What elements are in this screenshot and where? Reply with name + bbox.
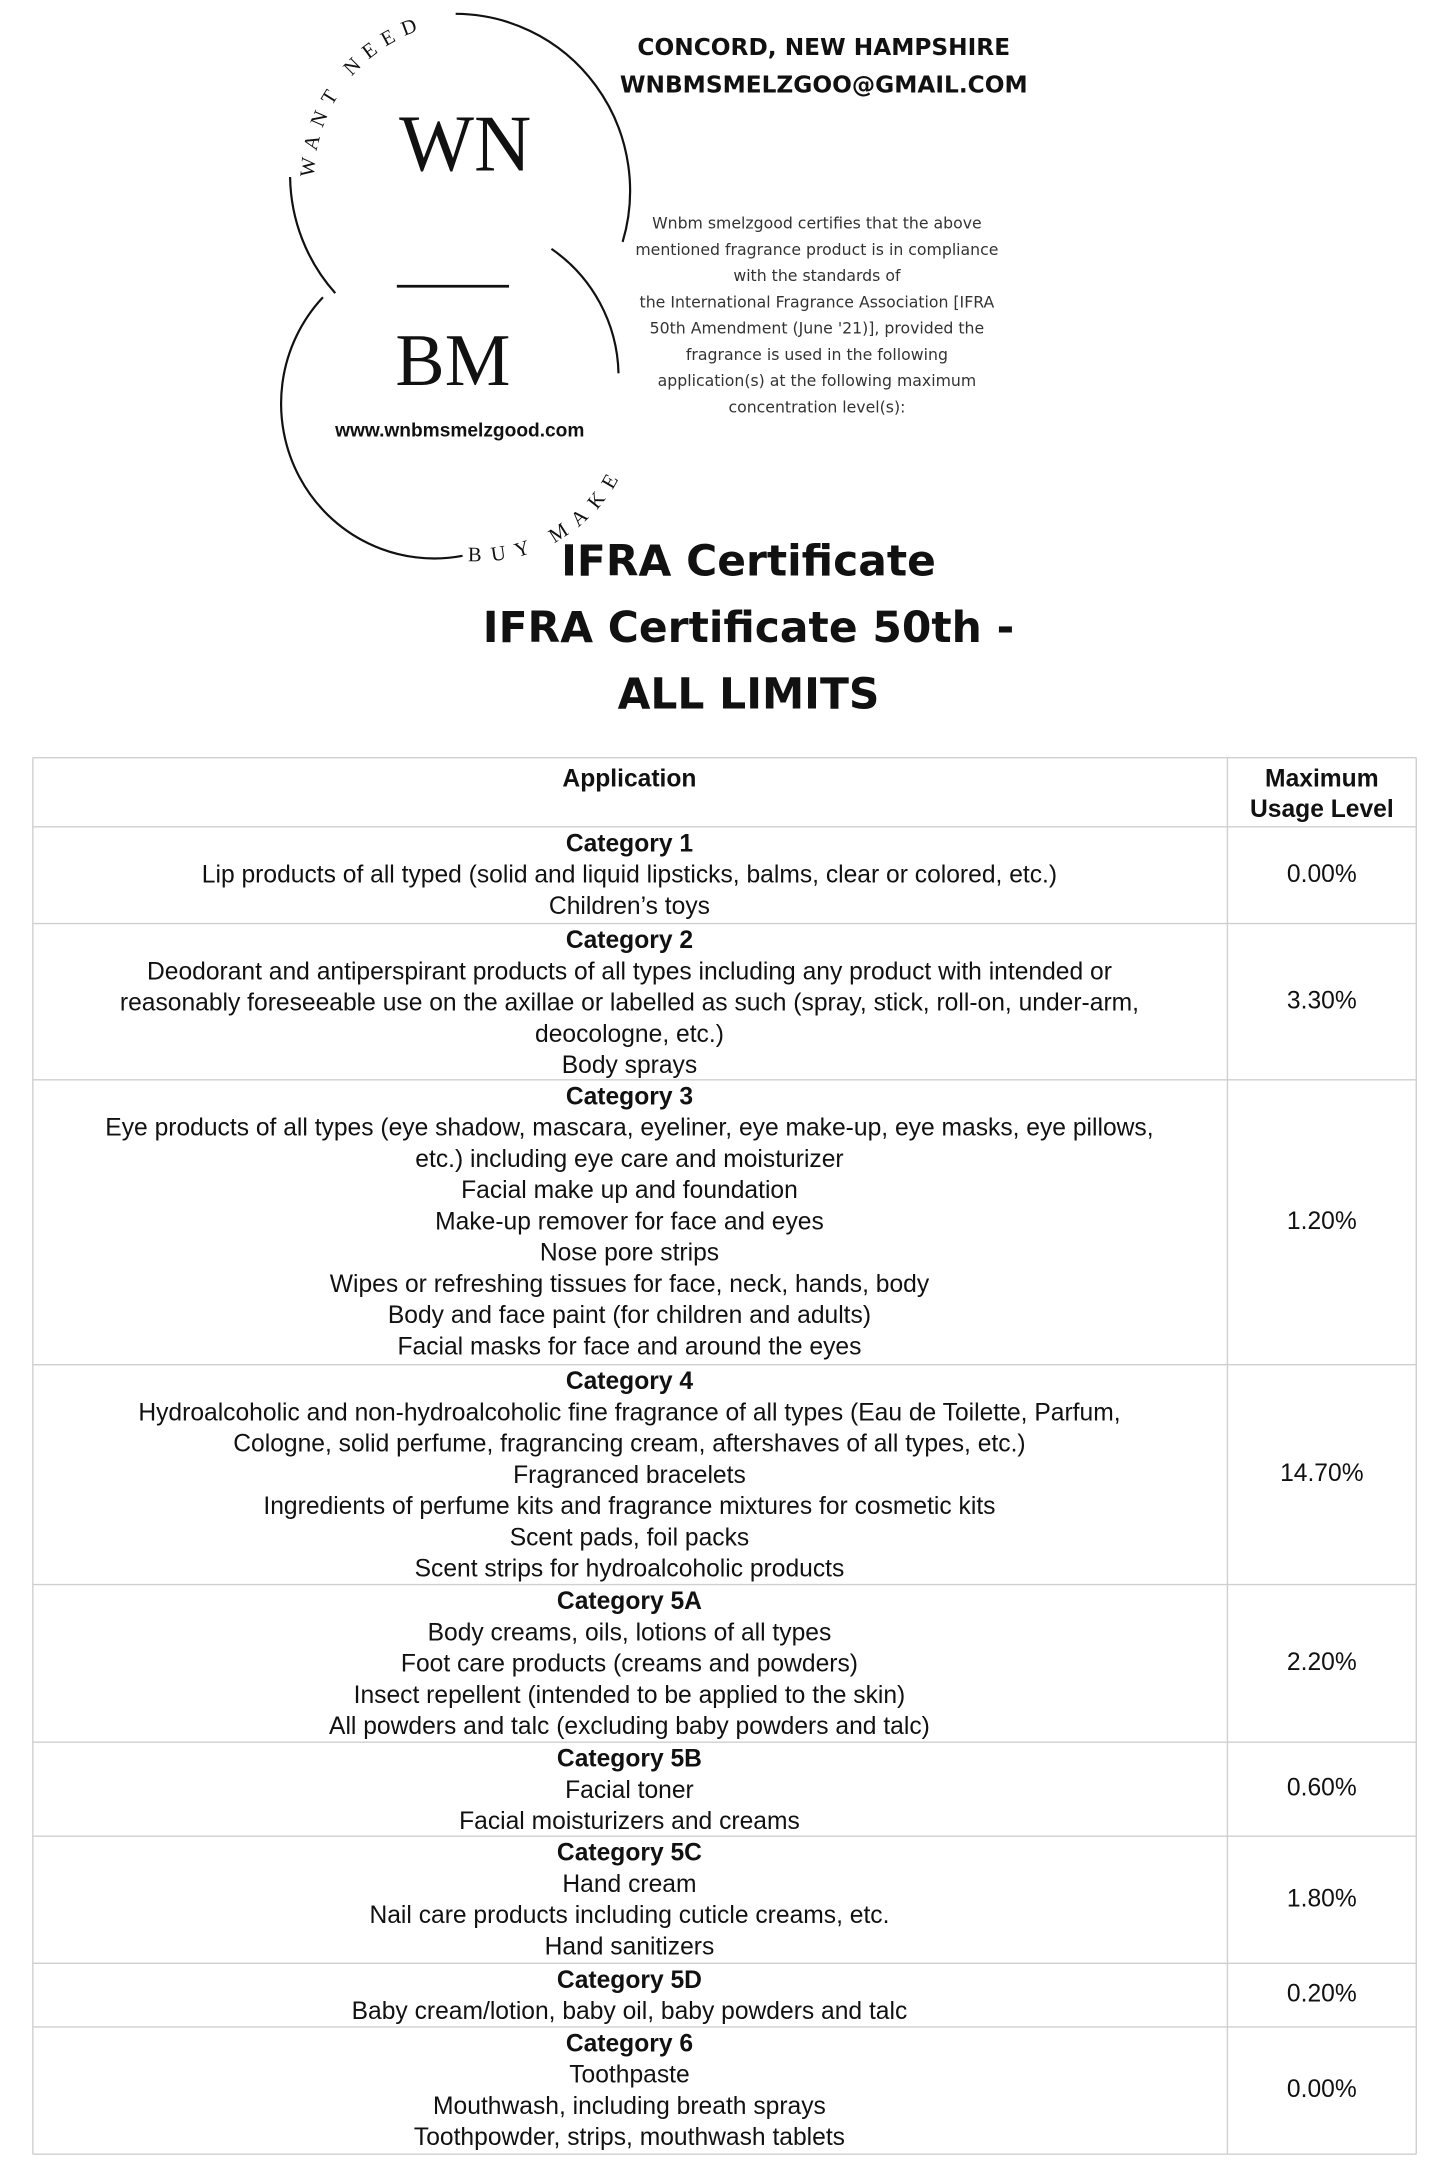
logo: WANT NEED WN BM www.wnbmsmelzgood.com BU…	[280, 11, 632, 566]
application: Eye products of all types (eye shadow, m…	[105, 1115, 1153, 1142]
category: Category 4	[566, 1368, 693, 1395]
application: Mouthwash, including breath sprays	[433, 2093, 826, 2120]
category: Category 5B	[557, 1746, 702, 1773]
application: Toothpowder, strips, mouthwash tablets	[414, 2124, 845, 2151]
application: Insect repellent (intended to be applied…	[354, 1682, 906, 1709]
title-line: IFRA Certificate 50th -	[483, 603, 1014, 653]
usage-level: 0.00%	[1287, 861, 1357, 888]
application: Scent pads, foil packs	[510, 1524, 750, 1551]
application: reasonably foreseeable use on the axilla…	[120, 990, 1139, 1017]
certification-line: application(s) at the following maximum	[658, 371, 977, 390]
certification-line: fragrance is used in the following	[686, 345, 948, 364]
header-cell: Maximum	[1265, 765, 1379, 792]
application: Facial make up and foundation	[461, 1177, 798, 1204]
logo-arc	[280, 296, 463, 560]
usage-level: 0.20%	[1287, 1981, 1357, 2008]
application: Nail care products including cuticle cre…	[369, 1902, 889, 1929]
title-line: ALL LIMITS	[618, 669, 880, 719]
certification-line: mentioned fragrance product is in compli…	[635, 240, 998, 259]
header-cell: Application	[562, 765, 696, 792]
category: Category 5C	[557, 1840, 702, 1867]
logo-arc	[289, 176, 337, 294]
application: Body creams, oils, lotions of all types	[428, 1619, 832, 1646]
usage-level: 3.30%	[1287, 987, 1357, 1014]
application: Wipes or refreshing tissues for face, ne…	[330, 1271, 930, 1298]
usage-level: 1.80%	[1287, 1885, 1357, 1912]
application: All powders and talc (excluding baby pow…	[329, 1713, 930, 1740]
application: Fragranced bracelets	[513, 1462, 746, 1489]
title-line: IFRA Certificate	[561, 536, 936, 586]
category: Category 5D	[557, 1967, 702, 1994]
application: Facial toner	[565, 1777, 694, 1804]
usage-level: 1.20%	[1287, 1208, 1357, 1235]
certification-line: 50th Amendment (June '21)], provided the	[650, 319, 985, 338]
category: Category 6	[566, 2030, 693, 2057]
application: Scent strips for hydroalcoholic products	[415, 1556, 845, 1583]
usage-level: 0.00%	[1287, 2076, 1357, 2103]
category: Category 2	[566, 927, 693, 954]
usage-level: 14.70%	[1280, 1460, 1364, 1487]
logo-initials: BM	[395, 320, 510, 402]
category: Category 1	[566, 830, 693, 857]
application: Facial moisturizers and creams	[459, 1808, 800, 1835]
header-cell: Usage Level	[1250, 796, 1394, 823]
application: Ingredients of perfume kits and fragranc…	[263, 1493, 995, 1520]
certification-line: Wnbm smelzgood certifies that the above	[652, 213, 982, 232]
logo-arc	[550, 247, 620, 374]
application: Facial masks for face and around the eye…	[397, 1333, 861, 1360]
application: Hydroalcoholic and non-hydroalcoholic fi…	[138, 1399, 1120, 1426]
certification-line: with the standards of	[733, 266, 901, 285]
application: Children’s toys	[549, 893, 710, 920]
table: Application Maximum Usage Level Category 1 L…	[32, 757, 1417, 2155]
application: Body and face paint (for children and ad…	[388, 1302, 871, 1329]
application: etc.) including eye care and moisturizer	[415, 1146, 843, 1173]
application: Toothpaste	[569, 2062, 689, 2089]
logo-initials: WN	[399, 100, 531, 188]
logo-arc	[455, 12, 632, 243]
certification-line: concentration level(s):	[728, 397, 905, 416]
application: Cologne, solid perfume, fragrancing crea…	[233, 1431, 1025, 1458]
application: Hand cream	[562, 1871, 696, 1898]
title: IFRA Certificate IFRA Certificate 50th - A…	[483, 536, 1014, 719]
usage-level: 2.20%	[1287, 1649, 1357, 1676]
certification-line: the International Fragrance Association …	[640, 292, 995, 311]
application: Body sprays	[562, 1052, 697, 1079]
email: WNBMSMELZGOO@GMAIL.COM	[620, 70, 1028, 98]
application: Deodorant and antiperspirant products of…	[147, 958, 1112, 985]
application: deocologne, etc.)	[535, 1021, 724, 1048]
application: Make-up remover for face and eyes	[435, 1208, 824, 1235]
application: Nose pore strips	[540, 1240, 719, 1267]
category: Category 3	[566, 1083, 693, 1110]
usage-level: 0.60%	[1287, 1775, 1357, 1802]
certification: Wnbm smelzgood certifies that the above m…	[635, 213, 998, 416]
application: Foot care products (creams and powders)	[401, 1650, 858, 1677]
category: Category 5A	[557, 1588, 702, 1615]
application: Lip products of all typed (solid and liq…	[202, 862, 1057, 889]
application: Hand sanitizers	[545, 1933, 715, 1960]
logo-website: www.wnbmsmelzgood.com	[334, 420, 584, 441]
location: CONCORD, NEW HAMPSHIRE	[637, 33, 1010, 61]
application: Baby cream/lotion, baby oil, baby powder…	[352, 1998, 908, 2025]
